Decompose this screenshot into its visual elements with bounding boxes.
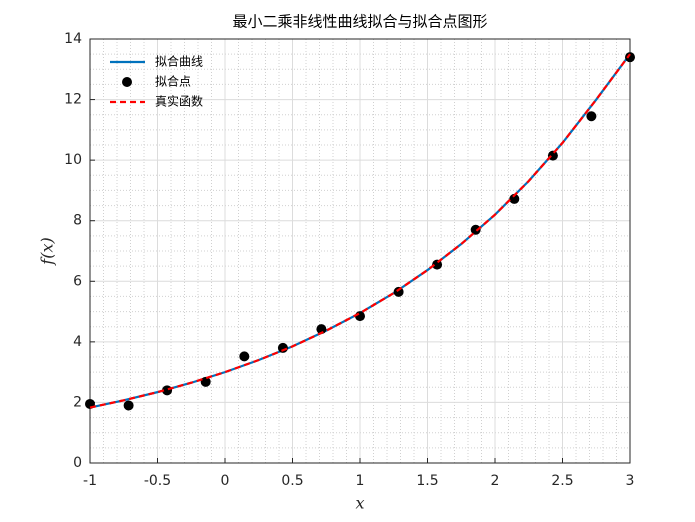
x-tick-label: 1.5 [416,473,438,489]
data-point [123,400,134,411]
y-tick-label: 4 [73,334,82,350]
y-tick-label: 8 [73,213,82,229]
x-tick-label: -1 [83,473,97,489]
series-line [89,53,631,409]
data-point [316,324,327,335]
y-tick-label: 0 [73,455,82,471]
legend-label: 拟合点 [155,74,191,89]
x-tick-label: 2 [491,473,500,489]
legend-label: 真实函数 [155,94,203,109]
legend-marker [122,77,132,87]
y-axis-label: f(x) [38,237,57,265]
data-point [239,351,250,362]
x-axis-label: x [355,494,364,513]
x-tick-label: 2.5 [551,473,573,489]
x-tick-label: 0.5 [281,473,303,489]
y-tick-label: 10 [64,152,82,168]
chart-title: 最小二乘非线性曲线拟合与拟合点图形 [232,13,487,31]
y-tick-label: 2 [73,394,82,410]
data-point [200,376,211,387]
x-tick-label: 3 [626,473,635,489]
data-point [509,193,520,204]
plot-frame [89,38,631,464]
x-tick-label: 1 [356,473,365,489]
data-point [625,52,635,63]
y-tick-label: 14 [64,31,82,47]
x-tick-label: 0 [221,473,230,489]
y-tick-label: 6 [73,273,82,289]
data-point [586,111,597,122]
legend-label: 拟合曲线 [155,54,203,69]
y-tick-label: 12 [64,92,82,108]
data-point [470,224,481,235]
x-tick-label: -0.5 [144,473,171,489]
